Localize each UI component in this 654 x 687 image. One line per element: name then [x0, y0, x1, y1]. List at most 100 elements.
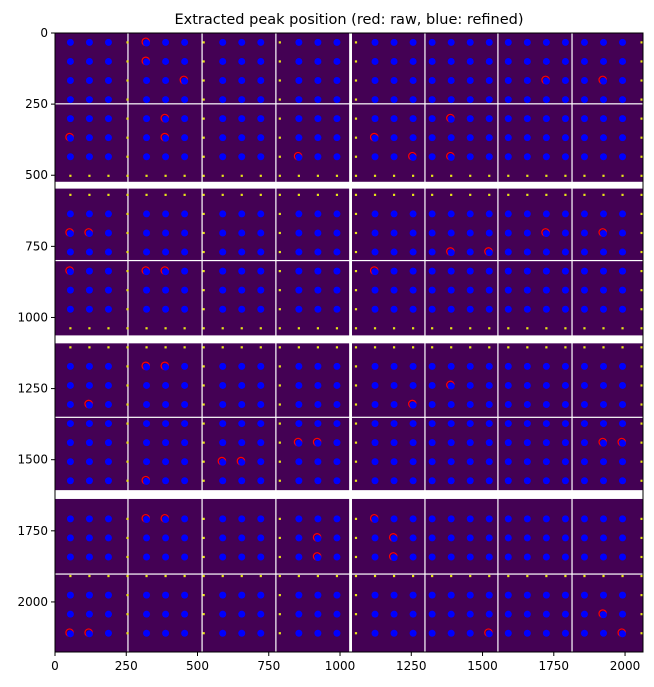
edge-peak-marker	[621, 193, 624, 196]
refined-peak-marker	[314, 629, 322, 637]
edge-peak-marker	[126, 231, 129, 235]
refined-peak-marker	[314, 57, 322, 65]
refined-peak-marker	[409, 134, 417, 142]
edge-peak-marker	[392, 574, 396, 578]
refined-peak-marker	[295, 515, 303, 523]
refined-peak-marker	[523, 610, 531, 618]
refined-peak-marker	[314, 458, 322, 466]
refined-peak-marker	[371, 458, 379, 466]
refined-peak-marker	[257, 96, 265, 104]
edge-peak-marker	[621, 327, 624, 330]
edge-peak-marker	[88, 174, 91, 177]
edge-peak-marker	[335, 346, 339, 349]
refined-peak-marker	[523, 553, 531, 561]
edge-peak-marker	[202, 117, 205, 120]
edge-peak-marker	[488, 193, 491, 196]
refined-peak-marker	[162, 439, 170, 447]
refined-peak-marker	[619, 134, 627, 142]
refined-peak-marker	[104, 477, 112, 485]
refined-peak-marker	[619, 248, 627, 256]
edge-peak-marker	[354, 41, 358, 44]
refined-peak-marker	[542, 57, 550, 65]
refined-peak-marker	[333, 381, 341, 389]
refined-peak-marker	[295, 458, 303, 466]
edge-peak-marker	[373, 346, 377, 349]
refined-peak-marker	[143, 458, 151, 466]
refined-peak-marker	[580, 96, 588, 104]
refined-peak-marker	[238, 38, 246, 46]
refined-peak-marker	[561, 401, 569, 409]
refined-peak-marker	[409, 210, 417, 218]
refined-peak-marker	[447, 134, 455, 142]
edge-peak-marker	[373, 327, 377, 330]
refined-peak-marker	[561, 57, 569, 65]
refined-peak-marker	[219, 229, 227, 237]
refined-peak-marker	[542, 286, 550, 294]
refined-peak-marker	[390, 38, 398, 46]
refined-peak-marker	[619, 420, 627, 428]
refined-peak-marker	[409, 477, 417, 485]
edge-peak-marker	[278, 136, 281, 139]
refined-peak-marker	[561, 381, 569, 389]
edge-peak-marker	[278, 193, 281, 196]
refined-peak-marker	[314, 554, 322, 562]
refined-peak-marker	[428, 134, 436, 142]
refined-peak-marker	[257, 362, 265, 370]
refined-peak-marker	[542, 477, 550, 485]
refined-peak-marker	[66, 534, 74, 542]
refined-peak-marker	[466, 57, 474, 65]
refined-peak-marker	[104, 267, 112, 275]
refined-peak-marker	[66, 305, 74, 313]
refined-peak-marker	[85, 591, 93, 599]
refined-peak-marker	[219, 591, 227, 599]
edge-peak-marker	[278, 613, 281, 616]
refined-peak-marker	[181, 286, 189, 294]
refined-peak-marker	[238, 381, 246, 389]
refined-peak-marker	[181, 77, 189, 85]
refined-peak-marker	[466, 210, 474, 218]
edge-peak-marker	[526, 174, 529, 177]
edge-peak-marker	[640, 536, 643, 540]
edge-peak-marker	[354, 613, 358, 616]
edge-peak-marker	[126, 403, 129, 406]
refined-peak-marker	[143, 477, 151, 485]
refined-peak-marker	[447, 229, 455, 237]
edge-peak-marker	[621, 574, 624, 578]
edge-peak-marker	[564, 346, 567, 349]
refined-peak-marker	[104, 210, 112, 218]
edge-peak-marker	[145, 193, 148, 196]
edge-peak-marker	[640, 174, 643, 177]
refined-peak-marker	[523, 57, 531, 65]
refined-peak-marker	[580, 153, 588, 161]
edge-peak-marker	[259, 346, 262, 349]
refined-peak-marker	[428, 57, 436, 65]
edge-peak-marker	[354, 594, 358, 597]
refined-peak-marker	[523, 629, 531, 637]
edge-peak-marker	[583, 346, 586, 349]
refined-peak-marker	[314, 420, 322, 428]
refined-peak-marker	[181, 362, 189, 370]
refined-peak-marker	[162, 38, 170, 46]
edge-peak-marker	[278, 231, 281, 235]
refined-peak-marker	[181, 210, 189, 218]
edge-peak-marker	[126, 594, 129, 597]
refined-peak-marker	[580, 57, 588, 65]
refined-peak-marker	[580, 305, 588, 313]
refined-peak-marker	[257, 591, 265, 599]
edge-peak-marker	[640, 155, 643, 158]
refined-peak-marker	[523, 534, 531, 542]
refined-peak-marker	[619, 362, 627, 370]
refined-peak-marker	[599, 401, 607, 409]
refined-peak-marker	[295, 286, 303, 294]
x-tick-label: 1750	[539, 659, 570, 673]
refined-peak-marker	[619, 115, 627, 123]
edge-peak-marker	[640, 212, 643, 216]
edge-peak-marker	[640, 231, 643, 235]
refined-peak-marker	[428, 458, 436, 466]
refined-peak-marker	[66, 38, 74, 46]
edge-peak-marker	[602, 574, 605, 578]
refined-peak-marker	[580, 553, 588, 561]
refined-peak-marker	[104, 286, 112, 294]
refined-peak-marker	[371, 96, 379, 104]
refined-peak-marker	[466, 267, 474, 275]
